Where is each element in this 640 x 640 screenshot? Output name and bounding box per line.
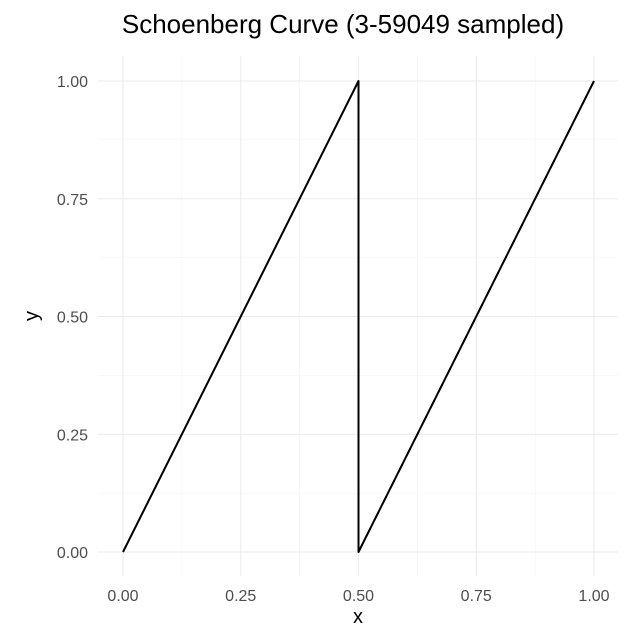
x-axis-title: x bbox=[353, 606, 363, 628]
chart-title: Schoenberg Curve (3-59049 sampled) bbox=[122, 9, 564, 39]
y-axis-title: y bbox=[21, 311, 43, 321]
series-line bbox=[122, 80, 595, 553]
x-tick-label: 1.00 bbox=[578, 588, 609, 605]
data-series bbox=[122, 80, 595, 553]
y-tick-label: 0.75 bbox=[57, 192, 88, 209]
y-tick-label: 0.50 bbox=[57, 310, 88, 327]
y-tick-label: 0.25 bbox=[57, 427, 88, 444]
y-tick-label: 0.00 bbox=[57, 545, 88, 562]
x-tick-label: 0.00 bbox=[107, 588, 138, 605]
x-axis-ticks: 0.00 0.25 0.50 0.75 1.00 bbox=[107, 588, 609, 605]
x-tick-label: 0.50 bbox=[343, 588, 374, 605]
y-tick-label: 1.00 bbox=[57, 74, 88, 91]
x-tick-label: 0.25 bbox=[225, 588, 256, 605]
x-tick-label: 0.75 bbox=[461, 588, 492, 605]
y-axis-ticks: 0.00 0.25 0.50 0.75 1.00 bbox=[57, 74, 88, 562]
